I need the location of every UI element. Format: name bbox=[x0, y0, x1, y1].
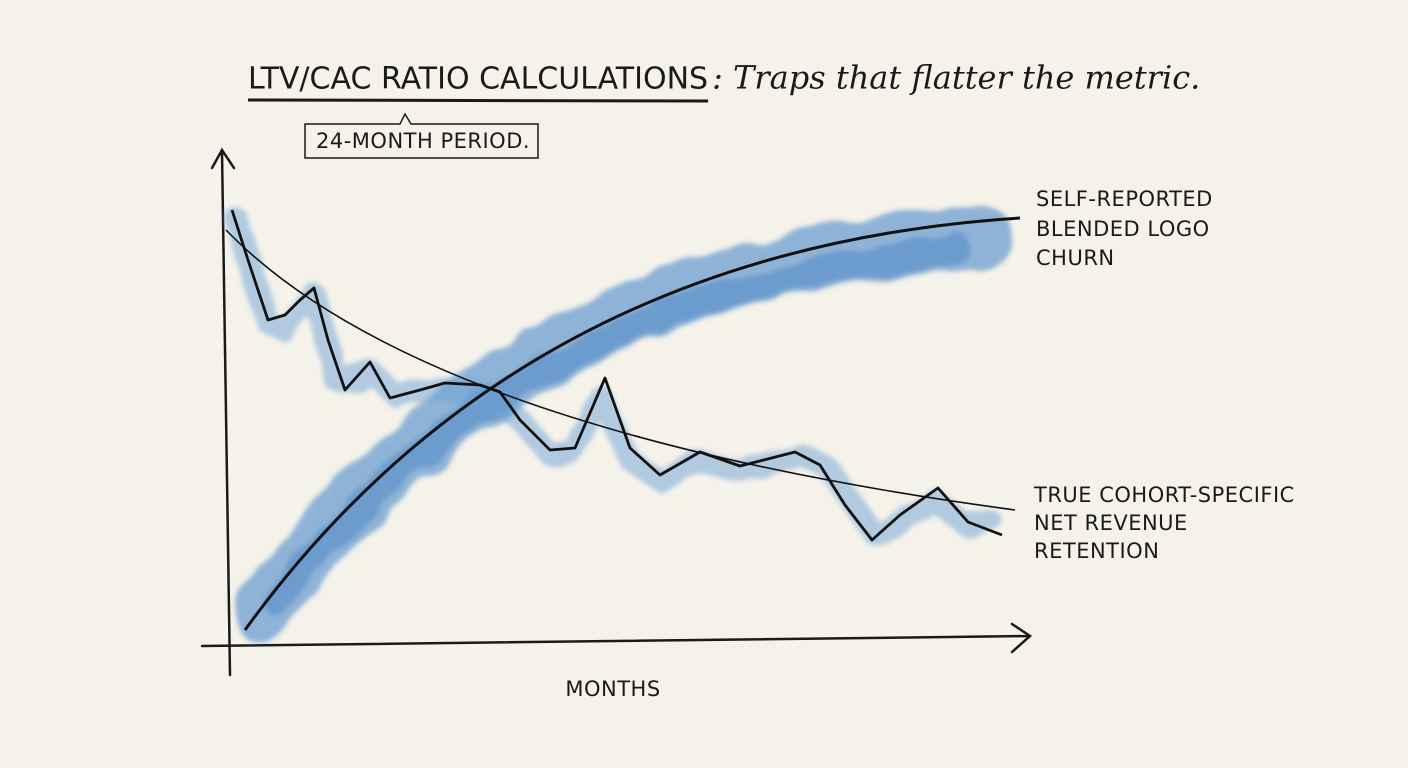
annotation: 24-MONTH PERIOD. bbox=[316, 129, 530, 153]
series-label: RETENTION bbox=[1034, 539, 1159, 563]
trend-line bbox=[225, 229, 1016, 511]
x-axis-label: MONTHS bbox=[565, 677, 660, 701]
series-label: NET REVENUE bbox=[1034, 511, 1188, 535]
series-label: CHURN bbox=[1036, 246, 1115, 270]
series-label: BLENDED LOGO bbox=[1036, 217, 1210, 241]
title-emphasis: LTV/CAC RATIO CALCULATIONS bbox=[248, 62, 708, 97]
annotation-box bbox=[304, 112, 539, 159]
y-axis bbox=[210, 147, 236, 677]
title-rest: : Traps that flatter the metric. bbox=[712, 59, 1200, 97]
series-label: SELF-REPORTED bbox=[1036, 187, 1213, 211]
series-label: TRUE COHORT-SPECIFIC bbox=[1033, 483, 1295, 507]
x-axis bbox=[200, 622, 1033, 654]
watercolor bbox=[227, 208, 1015, 642]
churn-line bbox=[243, 216, 1021, 631]
nrr-line bbox=[230, 209, 1003, 542]
title-underline bbox=[247, 98, 709, 103]
